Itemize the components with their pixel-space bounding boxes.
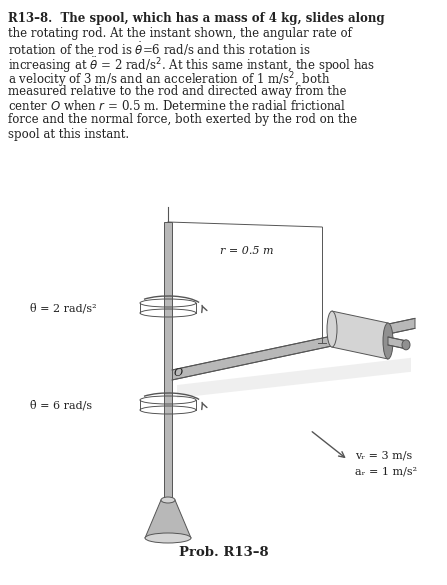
Text: increasing at $\ddot{\theta}$ = 2 rad/s$^2$. At this same instant, the spool has: increasing at $\ddot{\theta}$ = 2 rad/s$…	[8, 56, 375, 75]
Text: rotation of the rod is $\dot{\theta}$=6 rad/s and this rotation is: rotation of the rod is $\dot{\theta}$=6 …	[8, 41, 311, 58]
Ellipse shape	[383, 323, 393, 359]
Text: θ̇ = 6 rad/s: θ̇ = 6 rad/s	[30, 400, 92, 410]
Text: θ̈ = 2 rad/s²: θ̈ = 2 rad/s²	[30, 302, 97, 314]
Polygon shape	[177, 358, 411, 398]
Ellipse shape	[327, 311, 337, 347]
Text: vᵣ = 3 m/s: vᵣ = 3 m/s	[355, 450, 412, 460]
Polygon shape	[332, 311, 388, 359]
Polygon shape	[388, 337, 406, 349]
Text: r = 0.5 m: r = 0.5 m	[220, 246, 274, 256]
Text: force and the normal force, both exerted by the rod on the: force and the normal force, both exerted…	[8, 113, 357, 126]
Text: spool at this instant.: spool at this instant.	[8, 128, 129, 141]
Text: the rotating rod. At the instant shown, the angular rate of: the rotating rod. At the instant shown, …	[8, 26, 352, 40]
Text: measured relative to the rod and directed away from the: measured relative to the rod and directe…	[8, 84, 346, 98]
Ellipse shape	[161, 497, 175, 503]
Bar	[164, 222, 172, 500]
Polygon shape	[145, 500, 191, 538]
Ellipse shape	[145, 533, 191, 543]
Text: aᵣ = 1 m/s²: aᵣ = 1 m/s²	[355, 467, 417, 477]
Text: a velocity of 3 m/s and an acceleration of 1 m/s$^2$, both: a velocity of 3 m/s and an acceleration …	[8, 70, 330, 90]
Text: O: O	[174, 368, 183, 378]
Text: R13–8.  The spool, which has a mass of 4 kg, slides along: R13–8. The spool, which has a mass of 4 …	[8, 12, 384, 25]
Ellipse shape	[402, 340, 410, 350]
Text: Prob. R13–8: Prob. R13–8	[179, 546, 269, 559]
Text: center $O$ when $r$ = 0.5 m. Determine the radial frictional: center $O$ when $r$ = 0.5 m. Determine t…	[8, 99, 346, 113]
Polygon shape	[172, 318, 415, 380]
